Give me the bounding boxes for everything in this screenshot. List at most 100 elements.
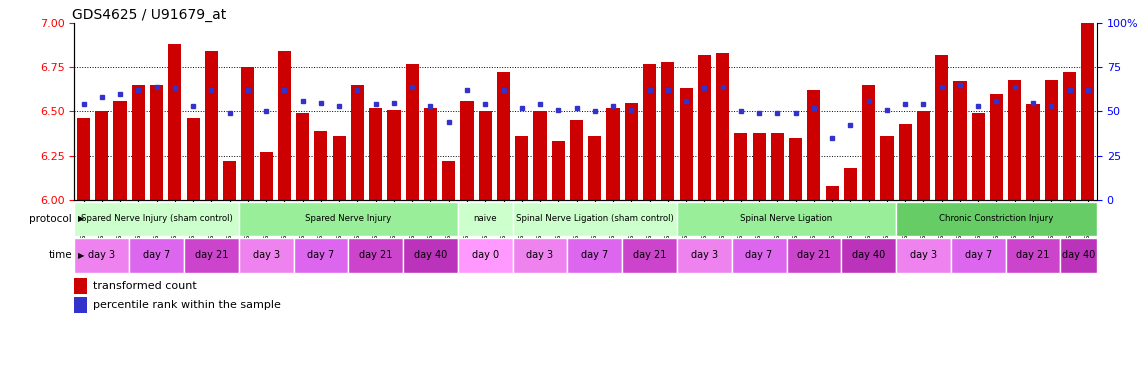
- Text: protocol: protocol: [30, 214, 72, 224]
- Bar: [403, 238, 458, 273]
- Bar: [662, 62, 674, 200]
- Bar: [479, 111, 492, 200]
- Bar: [972, 113, 985, 200]
- Bar: [350, 85, 364, 200]
- Text: day 40: day 40: [1063, 250, 1096, 260]
- Text: day 21: day 21: [633, 250, 666, 260]
- Text: day 7: day 7: [143, 250, 171, 260]
- Bar: [239, 202, 458, 236]
- Bar: [95, 111, 109, 200]
- Bar: [716, 53, 729, 200]
- Text: time: time: [48, 250, 72, 260]
- Bar: [458, 202, 513, 236]
- Bar: [369, 108, 382, 200]
- Bar: [348, 238, 403, 273]
- Bar: [458, 238, 513, 273]
- Bar: [332, 136, 346, 200]
- Bar: [460, 101, 474, 200]
- Bar: [242, 67, 254, 200]
- Bar: [1009, 79, 1021, 200]
- Bar: [826, 185, 839, 200]
- Bar: [223, 161, 236, 200]
- Bar: [607, 108, 619, 200]
- Bar: [568, 238, 622, 273]
- Bar: [954, 81, 966, 200]
- Text: Spinal Nerve Ligation (sham control): Spinal Nerve Ligation (sham control): [516, 214, 673, 223]
- Bar: [789, 138, 803, 200]
- Bar: [625, 103, 638, 200]
- Bar: [497, 73, 510, 200]
- Bar: [515, 136, 528, 200]
- Bar: [1044, 79, 1058, 200]
- Text: day 21: day 21: [195, 250, 228, 260]
- Bar: [513, 238, 568, 273]
- Bar: [278, 51, 291, 200]
- Text: day 3: day 3: [88, 250, 116, 260]
- Text: day 0: day 0: [472, 250, 499, 260]
- Text: Spinal Nerve Ligation: Spinal Nerve Ligation: [741, 214, 832, 223]
- Text: day 40: day 40: [413, 250, 447, 260]
- Bar: [113, 101, 127, 200]
- Bar: [74, 278, 87, 294]
- Bar: [442, 161, 456, 200]
- Bar: [677, 238, 732, 273]
- Bar: [643, 64, 656, 200]
- Bar: [917, 111, 930, 200]
- Bar: [293, 238, 348, 273]
- Text: day 40: day 40: [852, 250, 885, 260]
- Bar: [862, 85, 875, 200]
- Bar: [1081, 23, 1095, 200]
- Text: day 21: day 21: [360, 250, 393, 260]
- Bar: [899, 124, 911, 200]
- Bar: [935, 55, 948, 200]
- Bar: [897, 238, 950, 273]
- Text: percentile rank within the sample: percentile rank within the sample: [93, 300, 281, 310]
- Bar: [844, 168, 856, 200]
- Text: day 7: day 7: [307, 250, 334, 260]
- Bar: [387, 109, 401, 200]
- Text: day 3: day 3: [253, 250, 279, 260]
- Bar: [150, 85, 163, 200]
- Bar: [787, 238, 842, 273]
- Bar: [1026, 104, 1040, 200]
- Bar: [570, 120, 583, 200]
- Bar: [205, 51, 218, 200]
- Bar: [807, 90, 821, 200]
- Bar: [752, 132, 766, 200]
- Bar: [1060, 238, 1097, 273]
- Bar: [239, 238, 293, 273]
- Bar: [184, 238, 239, 273]
- Bar: [187, 118, 199, 200]
- Bar: [513, 202, 677, 236]
- Text: Spared Nerve Injury: Spared Nerve Injury: [306, 214, 392, 223]
- Text: day 3: day 3: [690, 250, 718, 260]
- Bar: [77, 118, 90, 200]
- Text: transformed count: transformed count: [93, 281, 197, 291]
- Bar: [74, 202, 239, 236]
- Text: ▶: ▶: [78, 251, 85, 260]
- Bar: [168, 44, 181, 200]
- Text: day 21: day 21: [1017, 250, 1050, 260]
- Bar: [771, 132, 784, 200]
- Text: day 7: day 7: [745, 250, 773, 260]
- Bar: [734, 132, 748, 200]
- Bar: [297, 113, 309, 200]
- Text: day 3: day 3: [910, 250, 937, 260]
- Bar: [74, 297, 87, 313]
- Bar: [589, 136, 601, 200]
- Bar: [897, 202, 1097, 236]
- Bar: [260, 152, 273, 200]
- Bar: [129, 238, 184, 273]
- Bar: [950, 238, 1005, 273]
- Text: GDS4625 / U91679_at: GDS4625 / U91679_at: [72, 8, 227, 22]
- Bar: [424, 108, 437, 200]
- Bar: [677, 202, 897, 236]
- Bar: [679, 88, 693, 200]
- Bar: [552, 141, 564, 200]
- Bar: [622, 238, 677, 273]
- Bar: [842, 238, 897, 273]
- Bar: [1063, 73, 1076, 200]
- Bar: [990, 94, 1003, 200]
- Bar: [1005, 238, 1060, 273]
- Text: ▶: ▶: [78, 214, 85, 223]
